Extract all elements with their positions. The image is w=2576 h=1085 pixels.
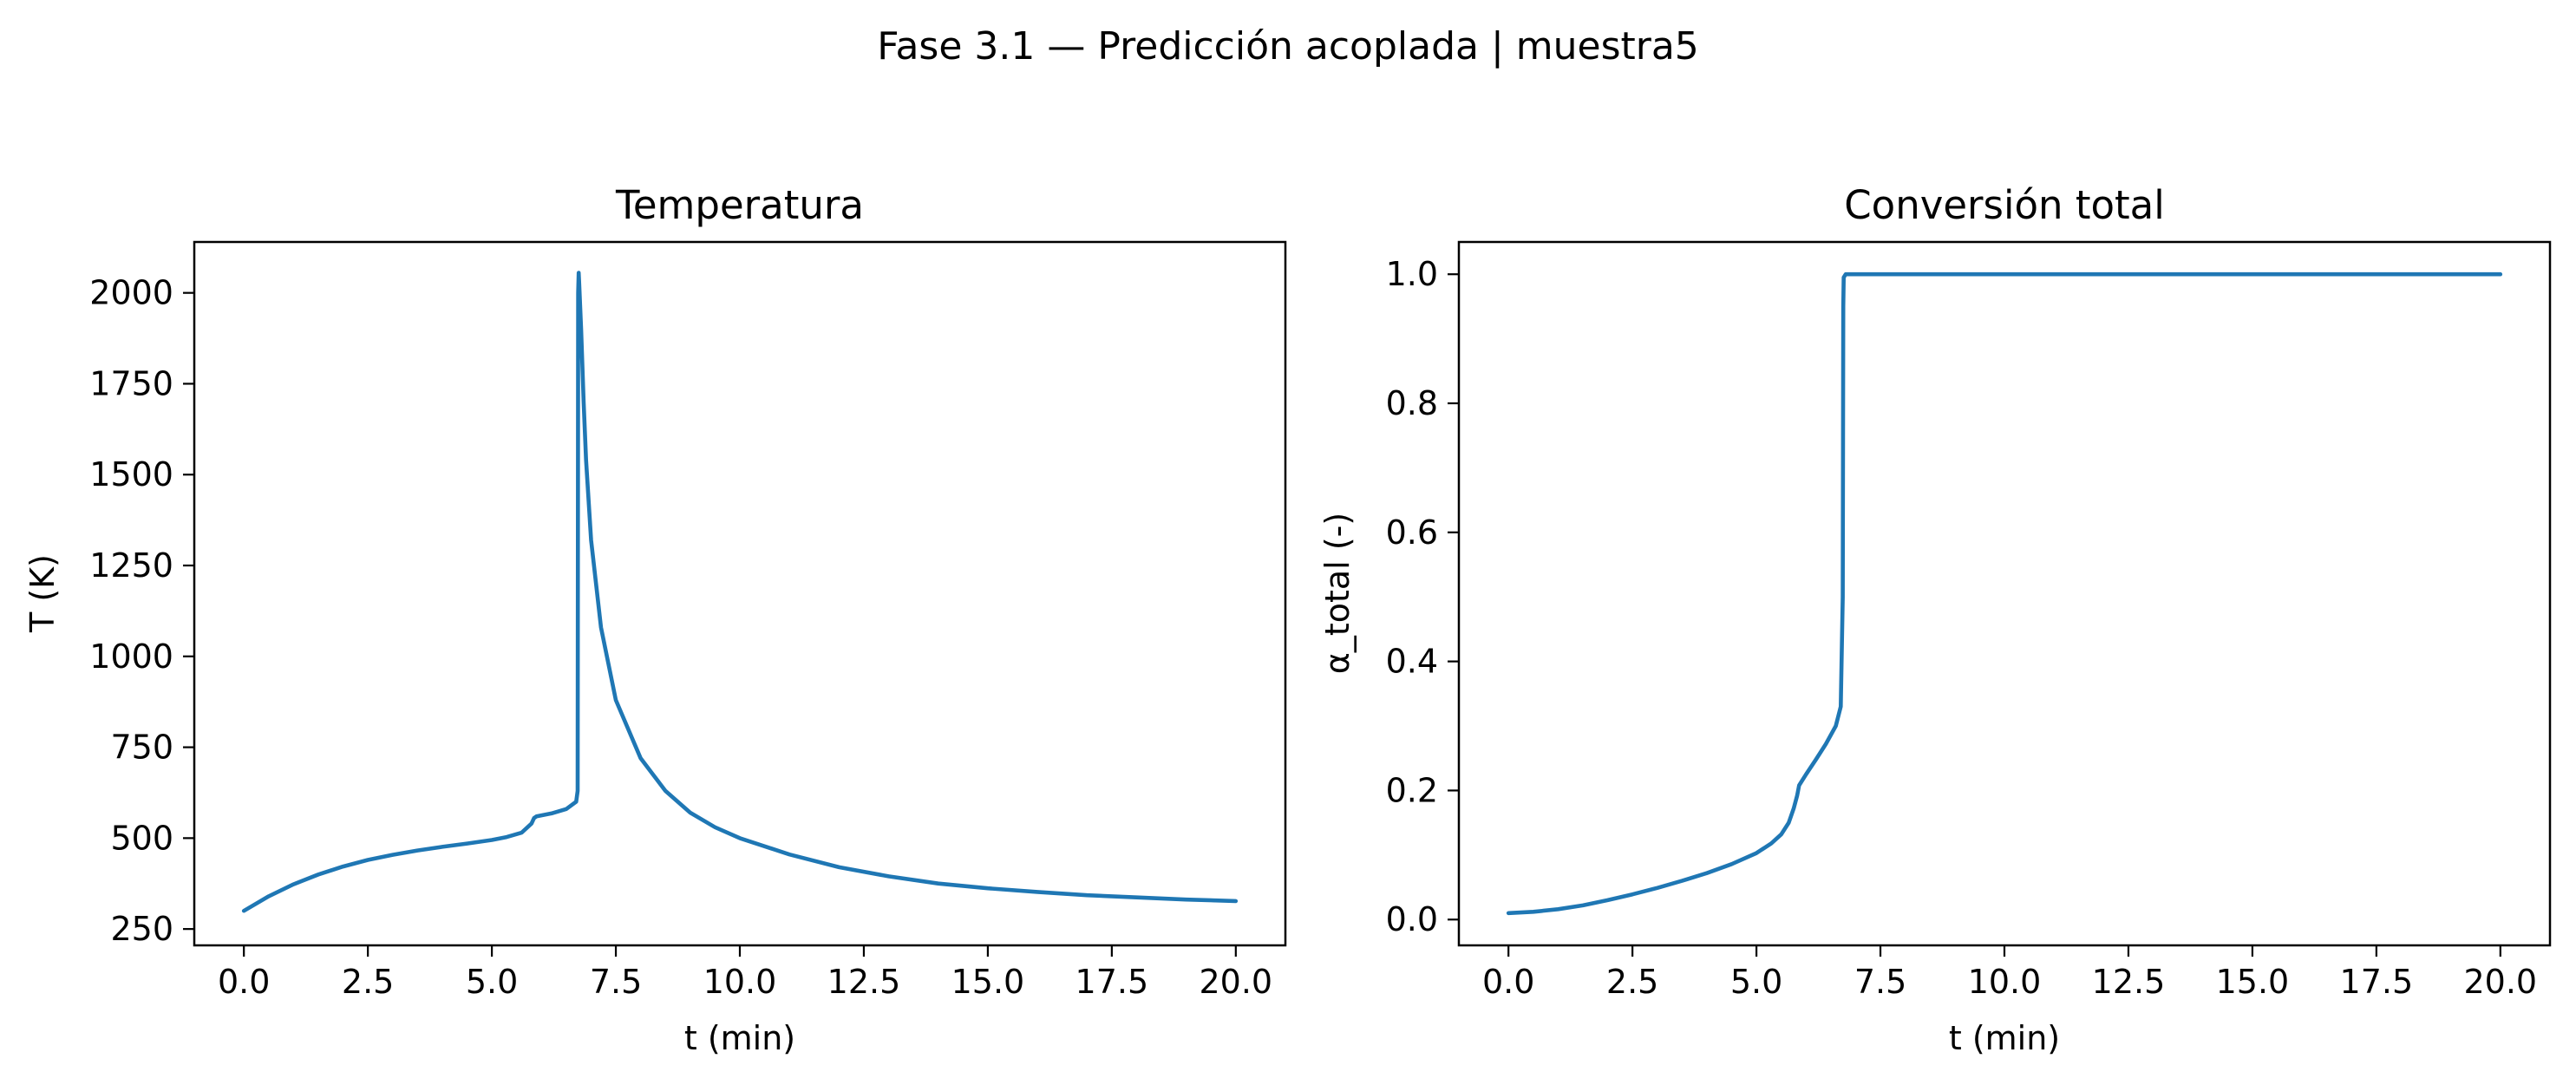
temperature-y-tick-label: 1750 [89,364,173,402]
temperature-x-tick-label: 7.5 [590,963,642,1001]
conversion-panel: Conversión total 0.0 2.5 5.0 7.5 10.0 12.5 15.… [1318,182,2552,1057]
temperature-x-ticks: 0.0 2.5 5.0 7.5 10.0 12.5 15.0 17.5 20.0 [218,945,1272,1001]
temperature-y-tick-label: 1250 [89,546,173,585]
conversion-y-tick-label: 0.0 [1386,900,1438,938]
conversion-x-tick-label: 15.0 [2216,963,2290,1001]
temperature-x-tick-label: 10.0 [703,963,777,1001]
figure-suptitle: Fase 3.1 — Predicción acoplada | muestra… [877,24,1699,69]
temperature-x-tick-label: 20.0 [1200,963,1273,1001]
temperature-y-tick-label: 1000 [89,637,173,676]
temperature-x-tick-label: 12.5 [827,963,901,1001]
temperature-x-axis-label: t (min) [684,1019,795,1057]
conversion-x-tick-label: 7.5 [1854,963,1906,1001]
conversion-y-tick-label: 0.2 [1386,771,1438,809]
temperature-y-tick-label: 1500 [89,455,173,493]
conversion-y-tick-label: 0.6 [1386,513,1438,552]
temperature-x-tick-label: 15.0 [951,963,1025,1001]
conversion-x-tick-label: 10.0 [1968,963,2042,1001]
temperature-y-axis-label: T (K) [23,554,62,633]
conversion-series-line [1506,271,2503,916]
temperature-x-tick-label: 2.5 [342,963,394,1001]
conversion-x-tick-label: 5.0 [1730,963,1782,1001]
temperature-x-tick-label: 5.0 [466,963,518,1001]
conversion-x-axis-label: t (min) [1949,1019,2060,1057]
temperature-y-tick-label: 750 [110,729,173,767]
temperature-y-tick-label: 250 [110,910,173,948]
temperature-plot-frame [193,240,1287,947]
temperature-y-tick-label: 500 [110,819,173,857]
conversion-title: Conversión total [1844,182,2165,228]
conversion-y-tick-label: 0.4 [1386,643,1438,681]
conversion-y-tick-label: 0.8 [1386,384,1438,422]
temperature-y-ticks: 250 500 750 1000 1250 1500 1750 2000 [89,274,194,948]
temperature-title: Temperatura [615,182,864,228]
conversion-y-ticks: 0.0 0.2 0.4 0.6 0.8 1.0 [1386,255,1459,938]
temperature-x-tick-label: 0.0 [218,963,270,1001]
conversion-x-ticks: 0.0 2.5 5.0 7.5 10.0 12.5 15.0 17.5 20.0 [1482,945,2537,1001]
conversion-y-axis-label: α_total (-) [1318,513,1357,674]
conversion-plot-frame [1457,240,2552,947]
temperature-panel: Temperatura 0.0 2.5 5.0 7.5 10.0 12.5 15.0 17.5… [23,182,1287,1057]
conversion-x-tick-label: 17.5 [2340,963,2414,1001]
temperature-series-line [241,271,1239,913]
conversion-y-tick-label: 1.0 [1386,255,1438,293]
conversion-x-tick-label: 12.5 [2092,963,2166,1001]
conversion-x-tick-label: 2.5 [1606,963,1658,1001]
temperature-x-tick-label: 17.5 [1076,963,1149,1001]
conversion-x-tick-label: 0.0 [1482,963,1534,1001]
temperature-y-tick-label: 2000 [89,274,173,312]
conversion-x-tick-label: 20.0 [2464,963,2538,1001]
